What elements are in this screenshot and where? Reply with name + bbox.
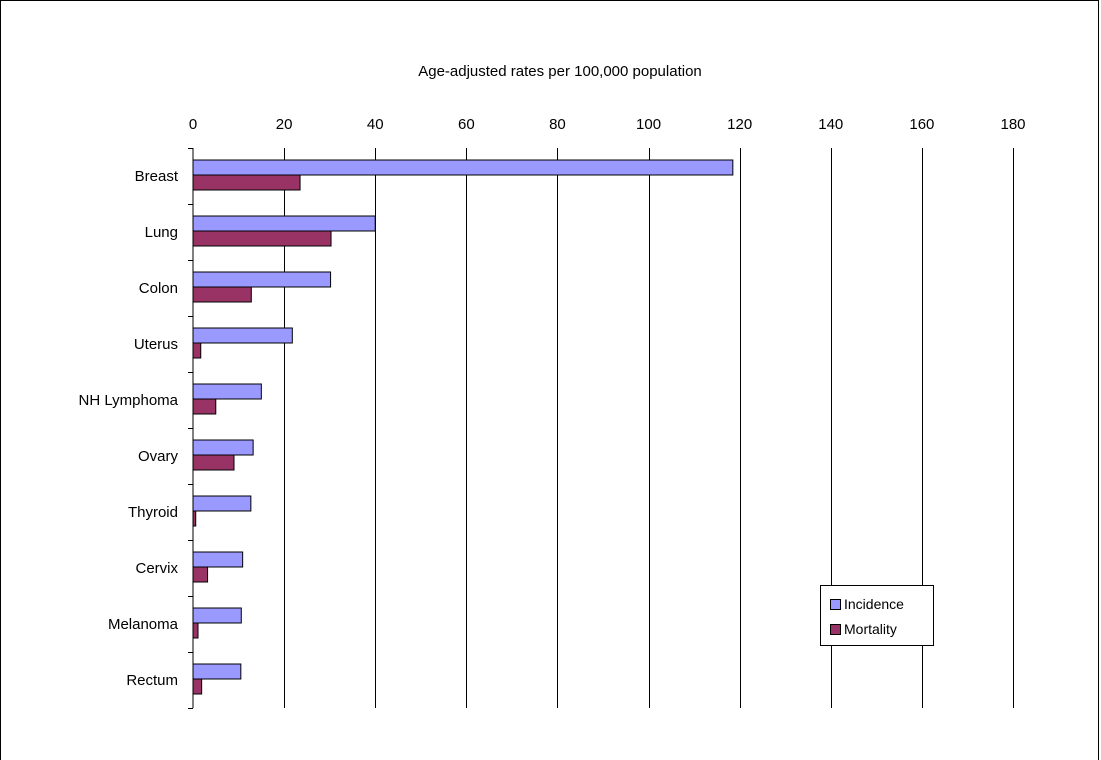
bar-incidence-rectum xyxy=(192,663,242,680)
bar-mortality-uterus xyxy=(192,342,202,359)
x-tick-label: 40 xyxy=(367,116,384,133)
x-tick-label: 0 xyxy=(189,116,197,133)
x-tick-label: 100 xyxy=(636,116,661,133)
legend-item-incidence: Incidence xyxy=(830,596,904,612)
bar-incidence-breast xyxy=(192,159,734,176)
legend-swatch-incidence xyxy=(830,598,841,610)
legend: Incidence Mortality xyxy=(820,585,934,646)
x-tick-label: 120 xyxy=(727,116,752,133)
x-tick-label: 80 xyxy=(549,116,566,133)
x-tick-label: 180 xyxy=(1000,116,1025,133)
legend-label-incidence: Incidence xyxy=(844,596,904,612)
bar-mortality-cervix xyxy=(192,566,209,583)
x-axis-ticks: 0 20 40 60 80 100 120 140 160 180 xyxy=(189,116,1026,133)
bar-incidence-ovary xyxy=(192,439,254,456)
category-label: Colon xyxy=(139,280,178,297)
bar-mortality-rectum xyxy=(192,678,203,695)
category-labels: Breast Lung Colon Uterus NH Lymphoma Ovary Thy… xyxy=(79,168,179,689)
x-tick-label: 20 xyxy=(276,116,293,133)
category-label: Cervix xyxy=(135,560,178,577)
bar-incidence-colon xyxy=(192,271,332,288)
bar-incidence-lung xyxy=(192,215,376,232)
bar-incidence-cervix xyxy=(192,551,244,568)
bar-mortality-lung xyxy=(192,230,332,247)
legend-item-mortality: Mortality xyxy=(830,621,897,637)
bar-mortality-nh-lymphoma xyxy=(192,398,217,415)
legend-label-mortality: Mortality xyxy=(844,621,897,637)
bar-incidence-melanoma xyxy=(192,607,242,624)
bars xyxy=(192,159,734,695)
chart-title: Age-adjusted rates per 100,000 populatio… xyxy=(418,63,702,80)
category-label: NH Lymphoma xyxy=(79,392,179,409)
x-tick-label: 160 xyxy=(909,116,934,133)
category-label: Thyroid xyxy=(128,504,178,521)
bar-mortality-ovary xyxy=(192,454,235,471)
legend-swatch-mortality xyxy=(830,623,841,635)
bar-incidence-thyroid xyxy=(192,495,252,512)
category-label: Lung xyxy=(145,224,178,241)
category-label: Breast xyxy=(135,168,179,185)
category-label: Ovary xyxy=(138,448,179,465)
x-tick-label: 140 xyxy=(818,116,843,133)
bar-incidence-nh-lymphoma xyxy=(192,383,262,400)
category-label: Uterus xyxy=(134,336,178,353)
category-label: Melanoma xyxy=(108,616,179,633)
x-tick-label: 60 xyxy=(458,116,475,133)
bar-mortality-colon xyxy=(192,286,252,303)
category-label: Rectum xyxy=(126,672,178,689)
bar-mortality-melanoma xyxy=(192,622,199,639)
bar-mortality-breast xyxy=(192,174,301,191)
bar-incidence-uterus xyxy=(192,327,293,344)
